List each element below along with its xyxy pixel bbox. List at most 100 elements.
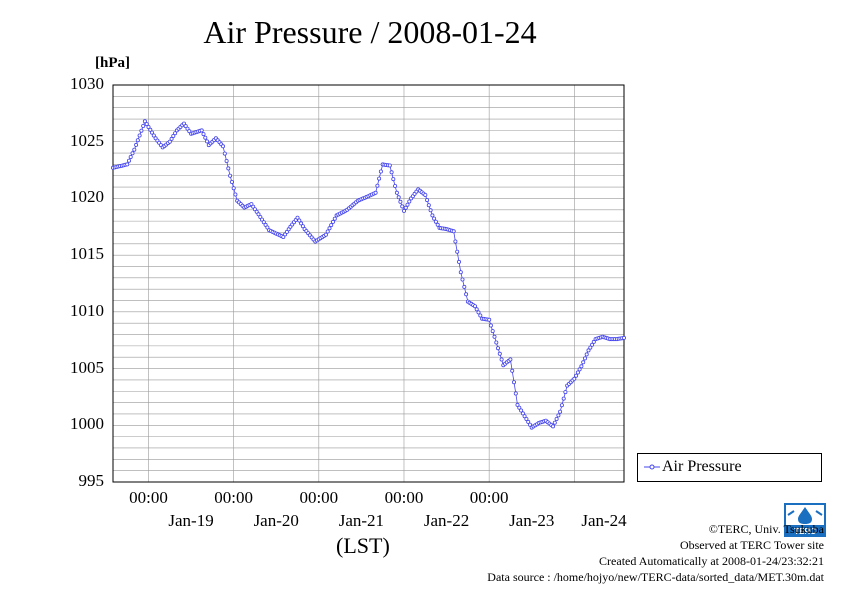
data-point	[474, 307, 479, 312]
data-point	[199, 128, 204, 133]
data-point	[556, 413, 561, 418]
x-axis-label: (LST)	[336, 533, 390, 558]
x-tick-day-label: Jan-21	[338, 511, 385, 530]
data-point	[300, 224, 305, 229]
data-point	[433, 219, 438, 224]
data-point	[622, 335, 627, 340]
x-tick-time-label: 00:00	[129, 488, 168, 507]
data-point	[517, 405, 522, 410]
data-point	[453, 239, 458, 244]
data-point	[430, 213, 435, 218]
data-point	[572, 376, 577, 381]
x-tick-day-label: Jan-22	[423, 511, 470, 530]
credits: ©TERC, Univ. Tsukuba Observed at TERC To…	[487, 521, 824, 585]
y-tick-label: 995	[78, 471, 105, 490]
data-point	[187, 129, 192, 134]
data-point	[508, 357, 513, 362]
data-point	[222, 151, 227, 156]
data-point	[426, 203, 431, 208]
data-point	[400, 204, 405, 209]
data-point	[330, 219, 335, 224]
series-points-air-pressure	[111, 119, 627, 430]
data-point	[552, 420, 557, 425]
data-point	[577, 367, 582, 372]
x-tick-time-label: 00:00	[214, 488, 253, 507]
x-tick-time-label: 00:00	[384, 488, 424, 507]
plot-frame	[112, 84, 625, 483]
data-point	[478, 313, 483, 318]
data-point	[378, 169, 383, 174]
data-point	[393, 183, 398, 188]
data-point	[377, 176, 382, 181]
data-point	[137, 133, 142, 138]
data-point	[220, 144, 225, 149]
data-point	[391, 177, 396, 182]
data-point	[435, 222, 440, 227]
data-point	[490, 329, 495, 334]
data-point	[554, 416, 559, 421]
data-point	[519, 408, 524, 413]
y-tick-label: 1010	[70, 300, 104, 320]
data-point	[373, 190, 378, 195]
data-point	[515, 402, 520, 407]
data-point	[265, 225, 270, 230]
data-point	[398, 199, 403, 204]
data-point	[494, 340, 499, 345]
data-point	[551, 424, 556, 429]
data-point	[233, 192, 238, 197]
credit-line-created: Created Automatically at 2008-01-24/23:3…	[599, 554, 824, 568]
data-point	[252, 207, 257, 212]
data-point	[455, 249, 460, 254]
legend-marker-icon	[644, 464, 660, 470]
data-point	[299, 221, 304, 226]
data-point	[151, 133, 156, 138]
data-point	[281, 234, 286, 239]
data-point	[329, 223, 334, 228]
data-point	[499, 357, 504, 362]
y-tick-label: 1030	[70, 74, 104, 93]
data-point	[458, 270, 463, 275]
data-point	[510, 368, 515, 373]
data-point	[522, 414, 527, 419]
data-point	[228, 173, 233, 178]
y-tick-label: 1015	[70, 244, 104, 264]
data-point	[128, 154, 133, 159]
data-point	[574, 373, 579, 378]
x-tick-time-label: 00:00	[299, 488, 339, 507]
data-point	[389, 170, 394, 175]
data-point	[173, 131, 178, 136]
y-tick-label: 1000	[70, 414, 104, 434]
data-point	[472, 304, 477, 309]
data-point	[259, 217, 264, 222]
data-point	[387, 163, 392, 168]
data-point	[462, 284, 467, 289]
data-point	[579, 364, 584, 369]
x-tick-day-label: Jan-24	[581, 511, 627, 530]
data-point	[127, 158, 132, 163]
data-point	[590, 342, 595, 347]
legend-label: Air Pressure	[662, 458, 742, 475]
data-point	[249, 202, 254, 207]
data-point	[201, 132, 206, 137]
data-point	[130, 151, 135, 156]
data-point	[167, 139, 172, 144]
data-point	[487, 317, 492, 322]
x-tick-day-label: Jan-23	[509, 511, 555, 530]
data-point	[495, 346, 500, 351]
data-point	[584, 352, 589, 357]
data-point	[263, 222, 268, 227]
data-point	[423, 192, 428, 197]
data-point	[401, 208, 406, 213]
data-point	[464, 292, 469, 297]
data-point	[146, 125, 151, 130]
data-point	[323, 232, 328, 237]
data-point	[204, 139, 209, 144]
data-point	[558, 409, 563, 414]
credit-line-source: Data source : /home/hojyo/new/TERC-data/…	[487, 570, 824, 584]
data-point	[488, 323, 493, 328]
y-tick-label: 1025	[70, 130, 104, 150]
y-tick-label: 1020	[70, 187, 104, 207]
data-point	[332, 216, 337, 221]
data-point	[132, 147, 137, 152]
